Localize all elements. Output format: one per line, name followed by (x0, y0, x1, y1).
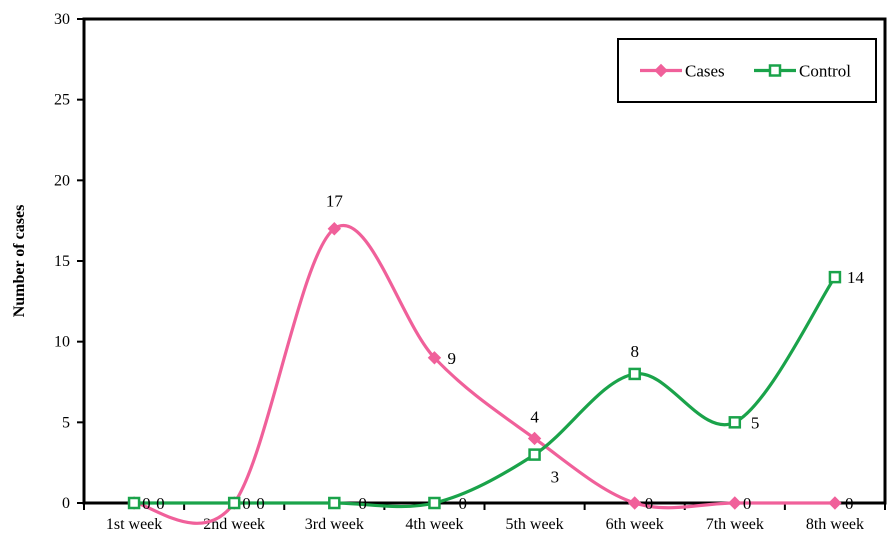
control-point (127, 496, 141, 510)
control-point (227, 496, 241, 510)
x-tick-label: 7th week (706, 516, 764, 533)
control-data-label: 0 (358, 494, 367, 513)
control-data-label: 0 (458, 494, 467, 513)
legend-marker-control (768, 64, 782, 77)
control-point (628, 367, 641, 381)
control-point (428, 496, 441, 510)
control-data-label: 8 (630, 342, 639, 361)
cases-point (327, 222, 342, 236)
cases-point (728, 496, 742, 510)
y-tick-label: 20 (54, 172, 70, 189)
control-data-label: 0 (256, 494, 265, 513)
cases-point (627, 496, 642, 510)
cases-data-label: 4 (530, 407, 539, 426)
x-tick-label: 6th week (606, 516, 664, 533)
x-tick-label: 8th week (806, 516, 864, 533)
control-point (528, 448, 541, 461)
x-tick-label: 3rd week (305, 516, 364, 533)
x-tick-label: 1st week (106, 516, 162, 533)
x-tick-label: 5th week (505, 516, 563, 533)
control-point (328, 496, 341, 510)
series-line-cases (132, 224, 837, 525)
y-tick-label: 15 (54, 253, 70, 270)
cases-data-label: 9 (447, 349, 456, 368)
control-point (828, 270, 842, 284)
y-axis-title: Number of cases (11, 205, 28, 318)
y-tick-label: 0 (62, 495, 70, 512)
cases-data-label: 0 (743, 494, 752, 513)
y-tick-label: 10 (54, 334, 70, 351)
legend-box (617, 38, 877, 103)
cases-data-label: 17 (326, 192, 344, 211)
control-data-label: 3 (551, 468, 560, 487)
y-tick-label: 25 (54, 92, 70, 109)
control-data-label: 5 (751, 413, 760, 432)
series-line-control (132, 275, 837, 509)
x-tick-label: 2nd week (203, 516, 265, 533)
x-tick-label: 4th week (405, 516, 463, 533)
cases-point (527, 431, 542, 446)
y-tick-label: 30 (54, 11, 70, 28)
legend-marker-cases (654, 63, 668, 78)
legend-label-cases: Cases (685, 62, 725, 81)
series-lines (127, 222, 842, 525)
cases-point (427, 351, 442, 365)
cases-data-label: 0 (242, 494, 251, 513)
legend: Cases Control (617, 38, 877, 103)
cases-data-label: 0 (645, 494, 654, 513)
control-data-label: 0 (156, 494, 165, 513)
cases-data-label: 0 (845, 494, 854, 513)
control-data-label: 14 (847, 268, 865, 287)
legend-label-control: Control (799, 62, 851, 81)
control-point (728, 416, 742, 429)
y-tick-label: 5 (62, 414, 70, 431)
cases-data-label: 0 (142, 494, 151, 513)
cases-point (828, 496, 842, 510)
